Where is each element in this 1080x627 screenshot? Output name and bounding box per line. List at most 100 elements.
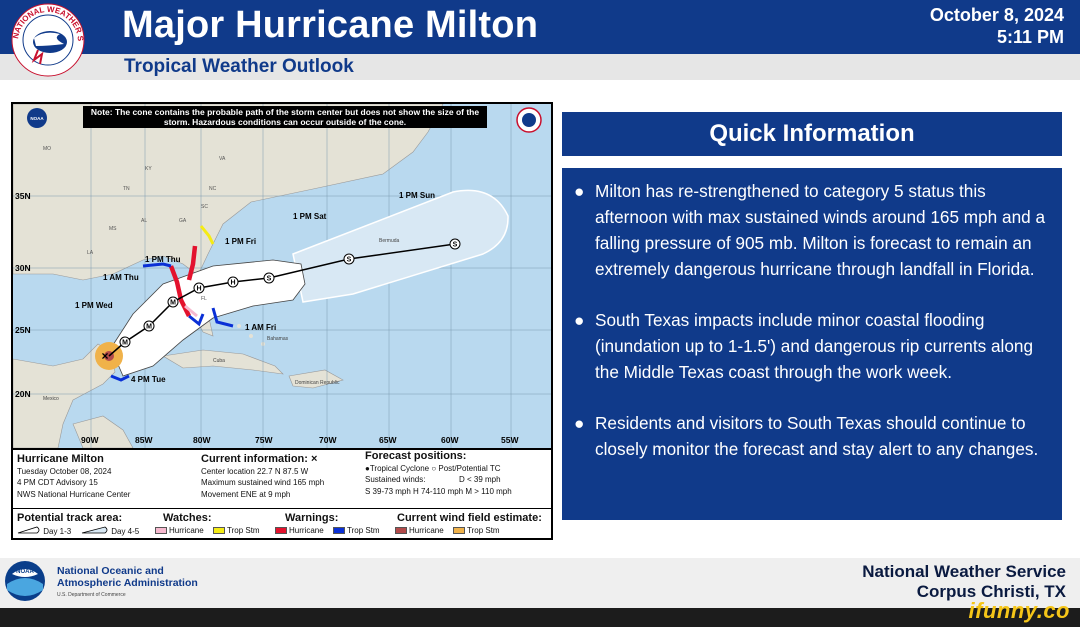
noaa-line2: Atmospheric Administration [57, 577, 198, 589]
storm-date: Tuesday October 08, 2024 [17, 467, 112, 476]
svg-text:H: H [196, 286, 201, 293]
lon-label: 70W [319, 435, 337, 445]
wind-field-trop-storm-label: Trop Stm [467, 526, 500, 535]
svg-text:S: S [453, 242, 458, 249]
lon-label: 75W [255, 435, 273, 445]
cone-day13-icon [17, 526, 40, 534]
office-name: National Weather Service Corpus Christi,… [862, 562, 1066, 602]
forecast-point-label: 1 PM Fri [225, 237, 256, 246]
svg-text:S: S [267, 276, 272, 283]
lon-label: 60W [441, 435, 459, 445]
state-label: KY [145, 166, 152, 172]
state-label: GA [179, 218, 187, 224]
forecast-winds-label: Sustained winds: [365, 475, 426, 484]
lon-label: 85W [135, 435, 153, 445]
lon-label: 65W [379, 435, 397, 445]
bullet-icon: ● [574, 413, 585, 433]
svg-text:NOAA: NOAA [30, 116, 44, 121]
hurricane-watch-swatch [155, 527, 167, 535]
lat-label: 30N [15, 263, 31, 273]
lat-label: 35N [15, 191, 31, 201]
forecast-point-label: 4 PM Tue [131, 375, 166, 384]
forecast-point-label: 1 PM Sun [399, 191, 435, 200]
warnings-heading: Warnings: [285, 512, 339, 524]
track-day45-label: Day 4-5 [111, 527, 140, 536]
svg-text:M: M [146, 324, 152, 331]
hurricane-warning-swatch [275, 527, 287, 535]
state-label: SC [201, 204, 208, 210]
forecast-types: ●Tropical Cyclone ○ Post/Potential TC [365, 464, 501, 473]
place-label: Bahamas [267, 336, 289, 342]
warning-hurricane-label: Hurricane [289, 526, 324, 535]
state-label: AL [141, 218, 147, 224]
forecast-cone-graphic: M M M H H S S S × NOAA 35N 30N 25N 20N 9… [11, 102, 553, 540]
date-text: October 8, 2024 [929, 5, 1064, 25]
noaa-line3: U.S. Department of Commerce [57, 592, 126, 598]
watermark: ifunny.co [968, 598, 1070, 623]
svg-text:S: S [347, 257, 352, 264]
watch-trop-storm: Trop Stm [213, 526, 260, 535]
svg-text:M: M [170, 300, 176, 307]
track-day13-label: Day 1-3 [43, 527, 72, 536]
bullet-icon: ● [574, 310, 585, 330]
svg-text:NOAA: NOAA [16, 569, 34, 575]
page-title: Major Hurricane Milton [122, 4, 539, 46]
storm-advisory: 4 PM CDT Advisory 15 [17, 478, 98, 487]
storm-name: Hurricane Milton [17, 453, 104, 465]
noaa-logo-icon: NOAA [5, 561, 45, 601]
svg-text:M: M [122, 340, 128, 347]
place-label: Cuba [213, 358, 225, 364]
quick-info-text: Milton has re-strengthened to category 5… [595, 181, 1046, 279]
subheader-bar [0, 54, 1080, 80]
state-label: TN [123, 186, 130, 192]
warning-trop-storm-label: Trop Stm [347, 526, 380, 535]
place-label: Dominican Republic [295, 380, 340, 386]
office-line2: Corpus Christi, TX [916, 582, 1066, 601]
svg-text:H: H [230, 280, 235, 287]
cone-day45-icon [81, 526, 108, 534]
state-label: LA [87, 250, 94, 256]
forecast-point-label: 1 AM Thu [103, 273, 139, 282]
track-day13: Day 1-3 [17, 526, 71, 536]
map-legend: Hurricane Milton Tuesday October 08, 202… [13, 448, 551, 538]
cone-disclaimer-note: Note: The cone contains the probable pat… [83, 106, 487, 128]
current-location: Center location 22.7 N 87.5 W [201, 467, 309, 476]
lon-label: 55W [501, 435, 519, 445]
office-line1: National Weather Service [862, 562, 1066, 581]
track-area-heading: Potential track area: [17, 512, 123, 524]
forecast-point-label: 1 AM Fri [245, 323, 276, 332]
watches-heading: Watches: [163, 512, 212, 524]
svg-text:×: × [101, 349, 108, 363]
state-label: VA [219, 156, 226, 162]
bullet-icon: ● [574, 181, 585, 201]
forecast-d-scale: D < 39 mph [459, 475, 501, 484]
current-info-heading: Current information: × [201, 453, 318, 465]
datetime: October 8, 2024 5:11 PM [844, 4, 1064, 48]
forecast-map: M M M H H S S S × NOAA 35N 30N 25N 20N 9… [13, 104, 551, 448]
forecast-scale: S 39-73 mph H 74-110 mph M > 110 mph [365, 487, 512, 496]
noaa-name: National Oceanic and Atmospheric Adminis… [57, 565, 198, 601]
footer-bar: NOAA National Oceanic and Atmospheric Ad… [0, 558, 1080, 608]
track-day45: Day 4-5 [81, 526, 139, 536]
watch-trop-storm-label: Trop Stm [227, 526, 260, 535]
quick-info-item: ● Milton has re-strengthened to category… [574, 178, 1050, 282]
state-label: MS [109, 226, 117, 232]
quick-info-item: ● South Texas impacts include minor coas… [574, 307, 1050, 385]
noaa-line1: National Oceanic and [57, 565, 164, 577]
state-label: FL [201, 296, 207, 302]
state-label: NC [209, 186, 217, 192]
lon-label: 80W [193, 435, 211, 445]
legend-divider [13, 508, 551, 509]
state-label: MO [43, 146, 51, 152]
watch-hurricane: Hurricane [155, 526, 204, 535]
wind-field-hurricane-swatch [395, 527, 407, 535]
watch-hurricane-label: Hurricane [169, 526, 204, 535]
quick-info-text: Residents and visitors to South Texas sh… [595, 413, 1039, 459]
trop-storm-warning-swatch [333, 527, 345, 535]
lon-label: 90W [81, 435, 99, 445]
wind-field-trop-storm: Trop Stm [453, 526, 500, 535]
wind-field-heading: Current wind field estimate: [397, 512, 542, 524]
lat-label: 25N [15, 325, 31, 335]
warning-trop-storm: Trop Stm [333, 526, 380, 535]
current-movement: Movement ENE at 9 mph [201, 490, 291, 499]
